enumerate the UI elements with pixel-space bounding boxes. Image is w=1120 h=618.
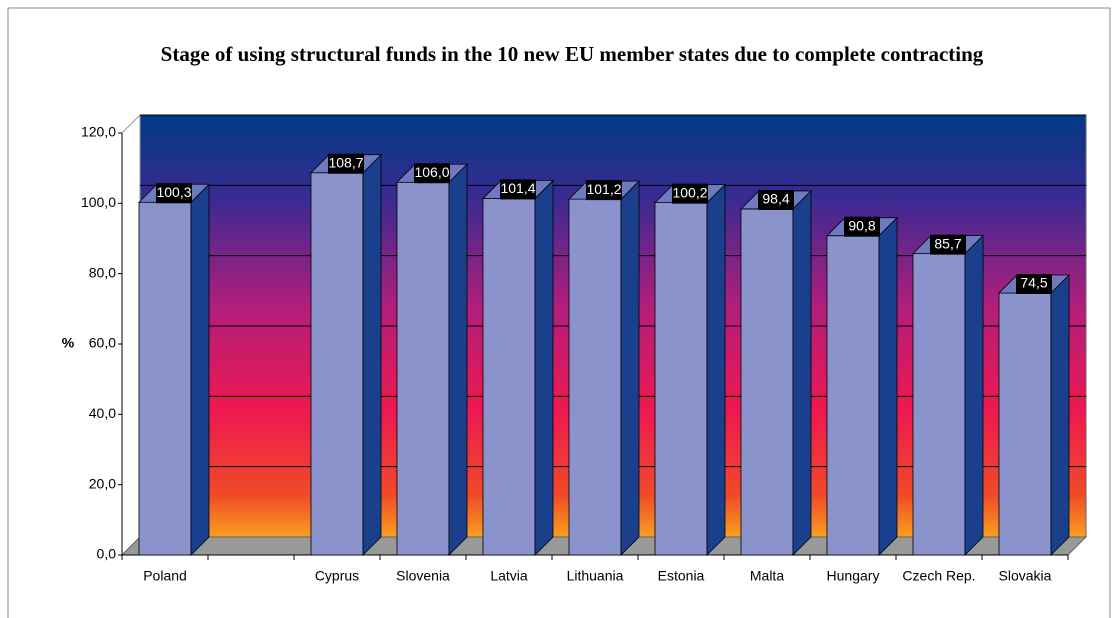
value-label-box [1016,274,1052,295]
y-tick-label: 20,0 [89,475,116,491]
x-tick-label: Lithuania [567,568,624,584]
bar-face [138,201,192,556]
y-axis-label: % [62,335,75,351]
bar-face [912,253,966,556]
y-tick-label: 60,0 [89,335,116,351]
bar-face [190,183,210,556]
x-tick-label: Cyprus [315,568,359,584]
value-label-box [328,153,364,174]
bar-face [654,202,708,556]
bar-face [534,179,554,556]
value-label-box [414,163,450,184]
value-label: 100,3 [156,184,191,200]
bar [396,163,468,556]
bar-face [448,163,468,556]
value-label: 106,0 [414,164,449,180]
value-label-box [758,189,794,210]
bar-face [826,235,880,556]
frame [7,7,1111,618]
value-label: 98,4 [762,191,789,207]
bar-face [620,180,640,556]
value-label: 85,7 [934,235,961,251]
bar-face [310,172,364,556]
bar-face [706,183,726,556]
x-tick-label: Estonia [658,568,705,584]
x-tick-label: Poland [143,568,187,584]
bar [912,234,984,556]
y-tick-label: 0,0 [97,546,117,562]
y-tick-label: 100,0 [81,194,116,210]
x-tick-label: Slovakia [999,568,1052,584]
bar-face [964,234,984,556]
value-label-box [672,183,708,204]
bar [826,216,898,556]
bar-face [362,153,382,556]
value-label-box [930,234,966,255]
x-tick-label: Latvia [490,568,528,584]
value-label-box [500,179,536,200]
y-tick-label: 40,0 [89,405,116,421]
bar-face [1050,274,1070,556]
bar-face [998,292,1052,556]
value-label: 101,2 [586,181,621,197]
bar [138,183,210,556]
value-label-box [844,216,880,237]
value-label: 101,4 [500,180,535,196]
bar-face [396,181,450,556]
bar-face [878,216,898,556]
bar-face [792,189,812,556]
bar-face [740,208,794,556]
x-tick-label: Hungary [827,568,880,584]
bar [998,274,1070,556]
bar [482,179,554,556]
value-label: 90,8 [848,217,875,233]
value-label: 100,2 [672,184,707,200]
y-tick-label: 80,0 [89,264,116,280]
bar-face [482,198,536,556]
bar [654,183,726,556]
chart-title: Stage of using structural funds in the 1… [161,42,984,66]
x-tick-label: Slovenia [396,568,450,584]
value-label: 108,7 [328,154,363,170]
value-label-box [156,183,192,204]
bar [310,153,382,556]
y-tick-label: 120,0 [81,124,116,140]
x-tick-label: Malta [750,568,784,584]
value-label-box [586,180,622,201]
bar [740,189,812,556]
value-label: 74,5 [1020,275,1047,291]
side-wall [121,113,141,557]
bar-face [568,198,622,556]
x-tick-label: Czech Rep. [902,568,975,584]
bar [568,180,640,556]
